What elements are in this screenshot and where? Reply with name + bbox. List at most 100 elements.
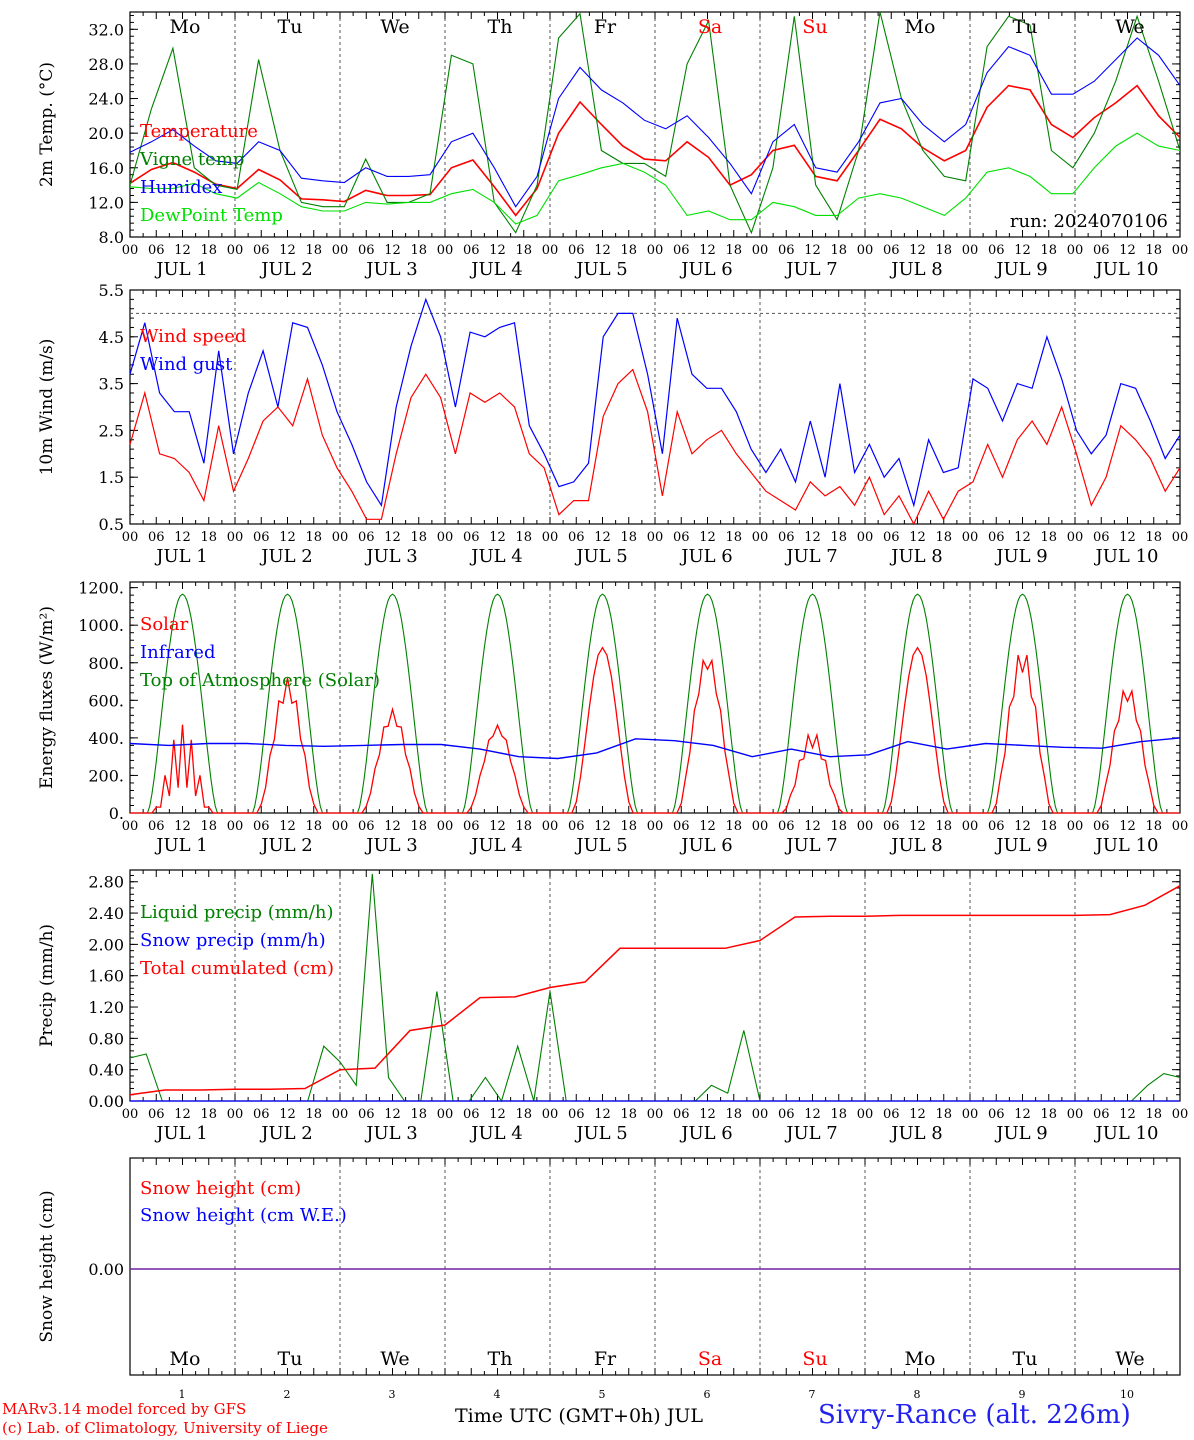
hour-label: 06 (463, 1107, 480, 1122)
hour-label: 00 (857, 1107, 874, 1122)
date-label: JUL 8 (889, 259, 943, 280)
hour-label: 18 (410, 530, 427, 545)
hour-label: 12 (699, 530, 716, 545)
panel-precip: Precip (mm/h) 0.00 0.40 0.80 1.20 1.60 2.00 2.4… (37, 869, 1188, 1144)
hour-label: 00 (857, 819, 874, 834)
y-tick-label: 0.00 (88, 1260, 124, 1279)
day-abbr: Tu (278, 16, 303, 38)
hour-label: 12 (174, 243, 191, 258)
x-axis-title: Time UTC (GMT+0h) JUL (455, 1405, 703, 1427)
date-label: JUL 10 (1094, 835, 1159, 856)
hour-label: 06 (148, 243, 165, 258)
hour-label: 12 (384, 1107, 401, 1122)
hour-label: 18 (1145, 819, 1162, 834)
hour-label: 12 (594, 1107, 611, 1122)
hour-label: 12 (909, 243, 926, 258)
date-label: JUL 5 (574, 835, 628, 856)
hour-label: 06 (253, 819, 270, 834)
hour-label: 06 (358, 530, 375, 545)
day-abbr: Fr (594, 16, 617, 38)
hour-label: 12 (1119, 530, 1136, 545)
hour-label: 18 (935, 530, 952, 545)
day-abbr: Mo (170, 1348, 201, 1370)
hour-label: 06 (778, 1107, 795, 1122)
hour-label: 18 (515, 530, 532, 545)
date-label: JUL 2 (259, 1123, 313, 1144)
hour-label: 12 (489, 1107, 506, 1122)
hour-label: 06 (673, 1107, 690, 1122)
hour-label: 12 (384, 243, 401, 258)
date-label: JUL 10 (1094, 1123, 1159, 1144)
panel-energy: Energy fluxes (W/m²) 0. 200. 400. 600. 800. 10… (37, 579, 1188, 856)
hour-label: 00 (1172, 819, 1189, 834)
day-number: 7 (809, 1388, 816, 1401)
legend-entry: Wind gust (140, 354, 233, 375)
date-label: JUL 9 (994, 259, 1048, 280)
y-tick-label: 2.80 (88, 873, 124, 892)
hour-label: 12 (909, 530, 926, 545)
hour-label: 12 (1014, 819, 1031, 834)
date-label: JUL 2 (259, 546, 313, 567)
hour-label: 18 (830, 1107, 847, 1122)
hour-label: 00 (857, 243, 874, 258)
date-label: JUL 7 (784, 259, 838, 280)
series-line-temperature (130, 84, 1180, 217)
date-label: JUL 9 (994, 546, 1048, 567)
hour-label: 06 (148, 530, 165, 545)
hour-label: 00 (122, 1107, 139, 1122)
date-label: JUL 1 (154, 546, 208, 567)
hour-label: 00 (647, 1107, 664, 1122)
date-label: JUL 2 (259, 259, 313, 280)
hour-label: 18 (725, 819, 742, 834)
hour-label: 06 (883, 243, 900, 258)
date-label: JUL 3 (364, 835, 418, 856)
y-tick-label: 4.5 (99, 328, 124, 347)
legend-entry: Wind speed (140, 326, 246, 347)
day-abbr: Tu (1013, 1348, 1038, 1370)
hour-label: 00 (332, 243, 349, 258)
y-tick-label: 200. (88, 766, 124, 785)
date-label: JUL 8 (889, 546, 943, 567)
hour-label: 12 (594, 530, 611, 545)
hour-label: 00 (962, 1107, 979, 1122)
hour-label: 00 (227, 530, 244, 545)
y-axis-label: 10m Wind (m/s) (37, 339, 57, 476)
hour-label: 12 (384, 530, 401, 545)
hour-label: 18 (410, 1107, 427, 1122)
panel-wind: 10m Wind (m/s) 0.5 1.5 2.5 3.5 4.5 5.5 Wind spe… (37, 281, 1188, 567)
day-number: 1 (179, 1388, 186, 1401)
date-label: JUL 1 (154, 1123, 208, 1144)
y-tick-label: 0.80 (88, 1029, 124, 1048)
y-tick-label: 2.00 (88, 935, 124, 954)
hour-label: 00 (122, 819, 139, 834)
date-label: JUL 9 (994, 1123, 1048, 1144)
day-abbr: We (380, 1348, 409, 1370)
hour-label: 18 (200, 819, 217, 834)
legend-entry: Snow precip (mm/h) (140, 930, 326, 951)
hour-label: 06 (778, 819, 795, 834)
hour-label: 18 (620, 530, 637, 545)
hour-label: 00 (647, 819, 664, 834)
hour-label: 18 (515, 243, 532, 258)
hour-label: 12 (699, 243, 716, 258)
hour-label: 12 (699, 819, 716, 834)
hour-label: 18 (1040, 243, 1057, 258)
hour-label: 06 (988, 530, 1005, 545)
day-abbr: We (380, 16, 409, 38)
hour-label: 12 (909, 819, 926, 834)
hour-label: 06 (1093, 819, 1110, 834)
hour-label: 00 (542, 243, 559, 258)
hour-label: 06 (358, 819, 375, 834)
date-label: JUL 6 (679, 1123, 733, 1144)
date-label: JUL 6 (679, 835, 733, 856)
date-label: JUL 1 (154, 259, 208, 280)
hour-label: 06 (568, 1107, 585, 1122)
hour-label: 18 (830, 530, 847, 545)
hour-label: 06 (1093, 1107, 1110, 1122)
y-tick-label: 0.5 (99, 515, 124, 534)
hour-label: 06 (883, 819, 900, 834)
hour-label: 00 (542, 819, 559, 834)
hour-label: 06 (883, 1107, 900, 1122)
hour-label: 12 (594, 819, 611, 834)
